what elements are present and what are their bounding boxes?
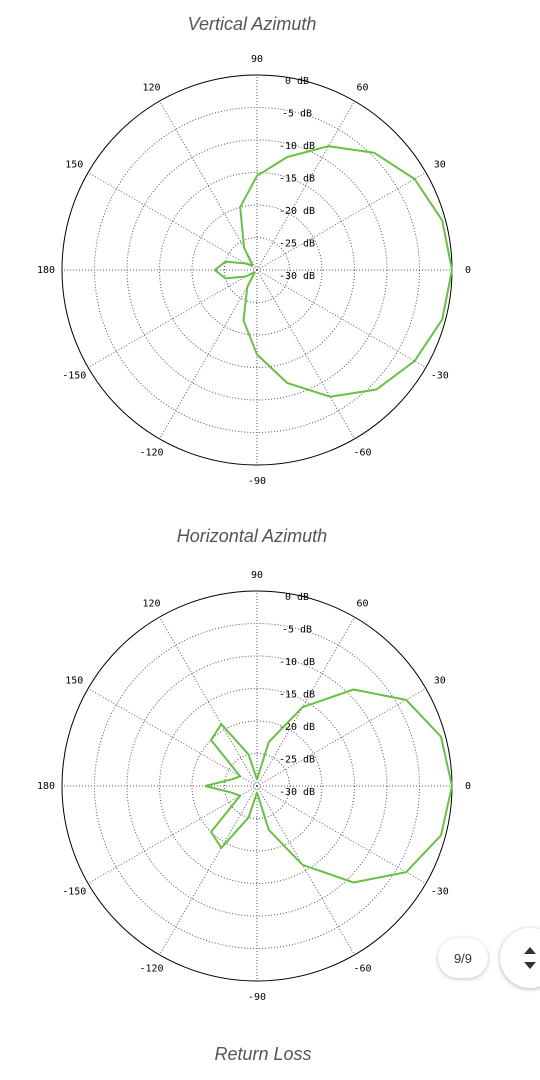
r-tick-label: -15 dB — [279, 690, 315, 701]
angle-tick-label: -60 — [353, 964, 371, 975]
grid-spoke — [87, 785, 258, 884]
grid-spoke — [256, 269, 355, 440]
chart-title: Horizontal Azimuth — [177, 526, 327, 546]
grid-spoke — [159, 616, 258, 787]
r-tick-label: -25 dB — [279, 755, 315, 766]
angle-tick-label: 30 — [434, 676, 446, 687]
angle-tick-label: 150 — [65, 676, 83, 687]
angle-tick-label: -90 — [248, 476, 266, 487]
grid-ring — [126, 655, 388, 917]
chart-title: Vertical Azimuth — [188, 14, 317, 34]
grid-ring — [159, 688, 355, 884]
r-tick-label: -20 dB — [279, 722, 315, 733]
grid-spoke — [159, 269, 258, 440]
angle-tick-label: -150 — [62, 371, 86, 382]
r-tick-label: -5 dB — [282, 625, 312, 636]
r-tick-label: -30 dB — [279, 271, 315, 282]
pattern-line — [214, 145, 453, 398]
grid-spoke — [159, 100, 258, 271]
grid-spoke — [87, 172, 258, 271]
angle-tick-label: 90 — [251, 570, 263, 581]
grid-spoke — [256, 172, 427, 271]
grid-ring — [94, 623, 420, 949]
angle-tick-label: -120 — [139, 964, 163, 975]
r-tick-label: 0 dB — [285, 76, 309, 87]
angle-tick-label: -30 — [431, 887, 449, 898]
r-tick-label: -10 dB — [279, 657, 315, 668]
pattern-line — [204, 688, 453, 884]
grid-ring — [126, 139, 388, 401]
grid-spoke — [256, 785, 427, 884]
section-title: Return Loss — [214, 1044, 311, 1064]
angle-tick-label: 60 — [356, 598, 368, 609]
grid-spoke — [256, 616, 355, 787]
r-tick-label: -5 dB — [282, 109, 312, 120]
r-tick-label: 0 dB — [285, 592, 309, 603]
page-indicator[interactable]: 9/9 — [438, 938, 488, 978]
r-tick-label: -20 dB — [279, 206, 315, 217]
angle-tick-label: 180 — [37, 265, 55, 276]
grid-spoke — [256, 100, 355, 271]
grid-spoke — [256, 785, 355, 956]
grid-ring — [191, 720, 323, 852]
angle-tick-label: 30 — [434, 160, 446, 171]
grid-ring — [94, 107, 420, 433]
r-tick-label: -15 dB — [279, 174, 315, 185]
r-tick-label: -25 dB — [279, 239, 315, 250]
angle-tick-label: -60 — [353, 448, 371, 459]
r-tick-label: -30 dB — [279, 787, 315, 798]
r-tick-label: -10 dB — [279, 141, 315, 152]
grid-spoke — [256, 269, 427, 368]
grid-ring — [224, 237, 290, 303]
grid-ring — [191, 204, 323, 336]
grid-spoke — [87, 269, 258, 368]
angle-tick-label: -30 — [431, 371, 449, 382]
angle-tick-label: 90 — [251, 54, 263, 65]
grid-ring — [224, 753, 290, 819]
angle-tick-label: -90 — [248, 992, 266, 1003]
grid-spoke — [87, 688, 258, 787]
angle-tick-label: 120 — [142, 82, 160, 93]
grid-ring — [159, 172, 355, 368]
angle-tick-label: 150 — [65, 160, 83, 171]
grid-spoke — [159, 785, 258, 956]
angle-tick-label: 60 — [356, 82, 368, 93]
grid-spoke — [256, 688, 427, 787]
angle-tick-label: -150 — [62, 887, 86, 898]
angle-tick-label: 0 — [465, 265, 471, 276]
arrows-icon — [524, 947, 536, 969]
angle-tick-label: 120 — [142, 598, 160, 609]
angle-tick-label: -120 — [139, 448, 163, 459]
scroll-button[interactable] — [500, 928, 540, 988]
angle-tick-label: 180 — [37, 781, 55, 792]
angle-tick-label: 0 — [465, 781, 471, 792]
